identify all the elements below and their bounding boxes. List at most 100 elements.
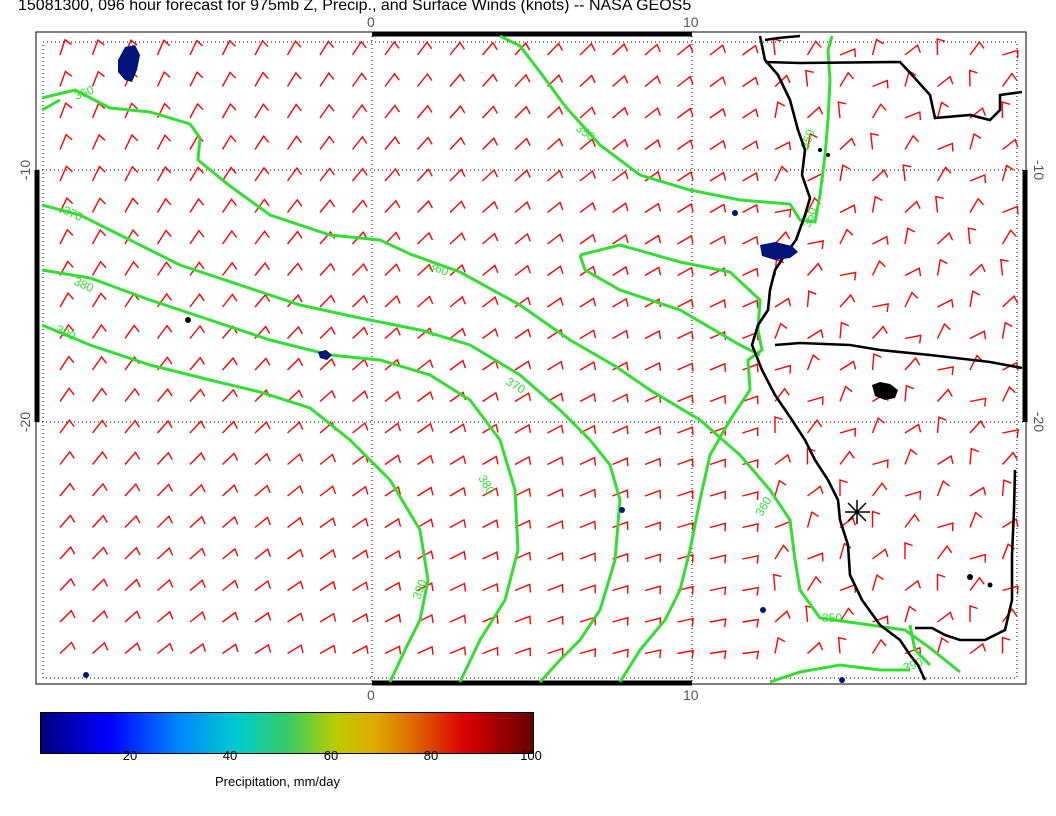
wind-barb xyxy=(351,72,368,87)
wind-barb xyxy=(124,483,141,497)
wind-barb xyxy=(937,231,954,245)
wind-barb xyxy=(644,649,662,659)
wind-barb xyxy=(742,299,759,309)
wind-barb xyxy=(124,610,141,623)
wind-barb xyxy=(937,611,954,623)
wind-barb xyxy=(319,326,336,339)
wind-barb xyxy=(1002,517,1019,529)
wind-barb xyxy=(806,447,816,465)
wind-barb xyxy=(1001,229,1017,245)
wind-barb xyxy=(319,198,336,213)
wind-barb xyxy=(644,330,662,340)
wind-barb xyxy=(124,546,141,560)
wind-barb xyxy=(254,39,269,56)
wind-barb xyxy=(612,393,629,403)
wind-barb xyxy=(774,322,788,339)
wind-barb xyxy=(417,582,434,592)
wind-barb xyxy=(937,75,954,88)
wind-barb xyxy=(871,325,888,339)
wind-barb xyxy=(644,75,661,88)
wind-barb xyxy=(124,260,140,276)
map-title: 15081300, 096 hour forecast for 975mb Z,… xyxy=(18,0,692,14)
wind-barb xyxy=(579,329,597,340)
wind-barb xyxy=(806,510,819,528)
wind-barb xyxy=(482,519,499,529)
wind-barb xyxy=(644,202,662,214)
wind-barb xyxy=(579,233,597,245)
wind-barb xyxy=(742,140,759,151)
wind-barb xyxy=(772,573,782,591)
wind-barb xyxy=(839,293,856,308)
wind-barb xyxy=(742,395,759,405)
wind-barb xyxy=(514,73,531,87)
wind-barb xyxy=(417,486,434,497)
contour-label: 350 xyxy=(822,611,842,625)
wind-barb xyxy=(286,40,302,56)
wind-barb xyxy=(936,636,949,654)
wind-barb xyxy=(579,520,597,530)
wind-barb xyxy=(59,228,74,245)
wind-barb xyxy=(839,516,857,529)
wind-barb xyxy=(1002,429,1020,438)
wind-barb xyxy=(91,387,108,402)
wind-barb xyxy=(124,387,140,402)
wind-barb xyxy=(709,586,727,596)
wind-barb xyxy=(384,294,401,308)
contour-label: 380 xyxy=(72,274,96,295)
wind-barb xyxy=(124,133,139,150)
wind-barb xyxy=(221,229,238,245)
wind-barb xyxy=(449,295,466,308)
wind-barb xyxy=(287,389,304,403)
wind-barb xyxy=(514,392,532,403)
wind-barb xyxy=(677,490,694,499)
wind-barb xyxy=(417,390,434,403)
wind-barb xyxy=(871,103,887,119)
wind-barb xyxy=(742,427,759,437)
wind-barb xyxy=(254,420,271,434)
map-inner-frame xyxy=(42,41,1018,679)
wind-barb xyxy=(384,40,400,56)
wind-barb xyxy=(352,358,369,371)
wind-barb xyxy=(612,521,629,531)
wind-barb xyxy=(547,583,564,593)
wind-barb xyxy=(742,44,759,56)
x-tick-bottom: 10 xyxy=(683,687,699,700)
wind-barb xyxy=(774,479,787,497)
wind-barb xyxy=(1001,385,1016,402)
wind-barb xyxy=(59,450,75,465)
wind-barb xyxy=(156,483,174,497)
wind-barb xyxy=(579,74,596,88)
wind-barb xyxy=(1001,479,1012,497)
wind-barb xyxy=(807,396,824,406)
wind-barb xyxy=(579,106,596,119)
wind-barb xyxy=(936,101,949,119)
wind-barb xyxy=(254,484,271,497)
wind-barb xyxy=(839,321,850,339)
wind-barb xyxy=(612,42,629,56)
coastlines-borders xyxy=(750,34,1023,681)
contour-line xyxy=(908,624,932,667)
wind-barb xyxy=(807,240,825,249)
wind-barb xyxy=(449,550,467,560)
wind-barb xyxy=(579,584,596,594)
map-frame xyxy=(35,31,1027,685)
wind-barb xyxy=(806,575,822,591)
wind-barb xyxy=(254,452,271,466)
wind-barb xyxy=(449,232,466,245)
wind-barb xyxy=(352,326,369,340)
wind-barb xyxy=(189,39,204,56)
wind-barb xyxy=(287,580,304,592)
wind-barb xyxy=(839,47,857,58)
wind-barb xyxy=(677,171,694,182)
precip-area xyxy=(760,607,766,613)
wind-barb xyxy=(1000,258,1009,276)
wind-barb xyxy=(384,454,402,466)
wind-barb xyxy=(254,611,272,623)
contour-line xyxy=(579,243,764,683)
wind-barb xyxy=(449,486,467,497)
wind-barb xyxy=(806,262,823,276)
wind-barb xyxy=(969,330,987,340)
wind-barb xyxy=(871,573,884,591)
wind-barb xyxy=(612,584,629,594)
wind-barb xyxy=(189,324,205,339)
